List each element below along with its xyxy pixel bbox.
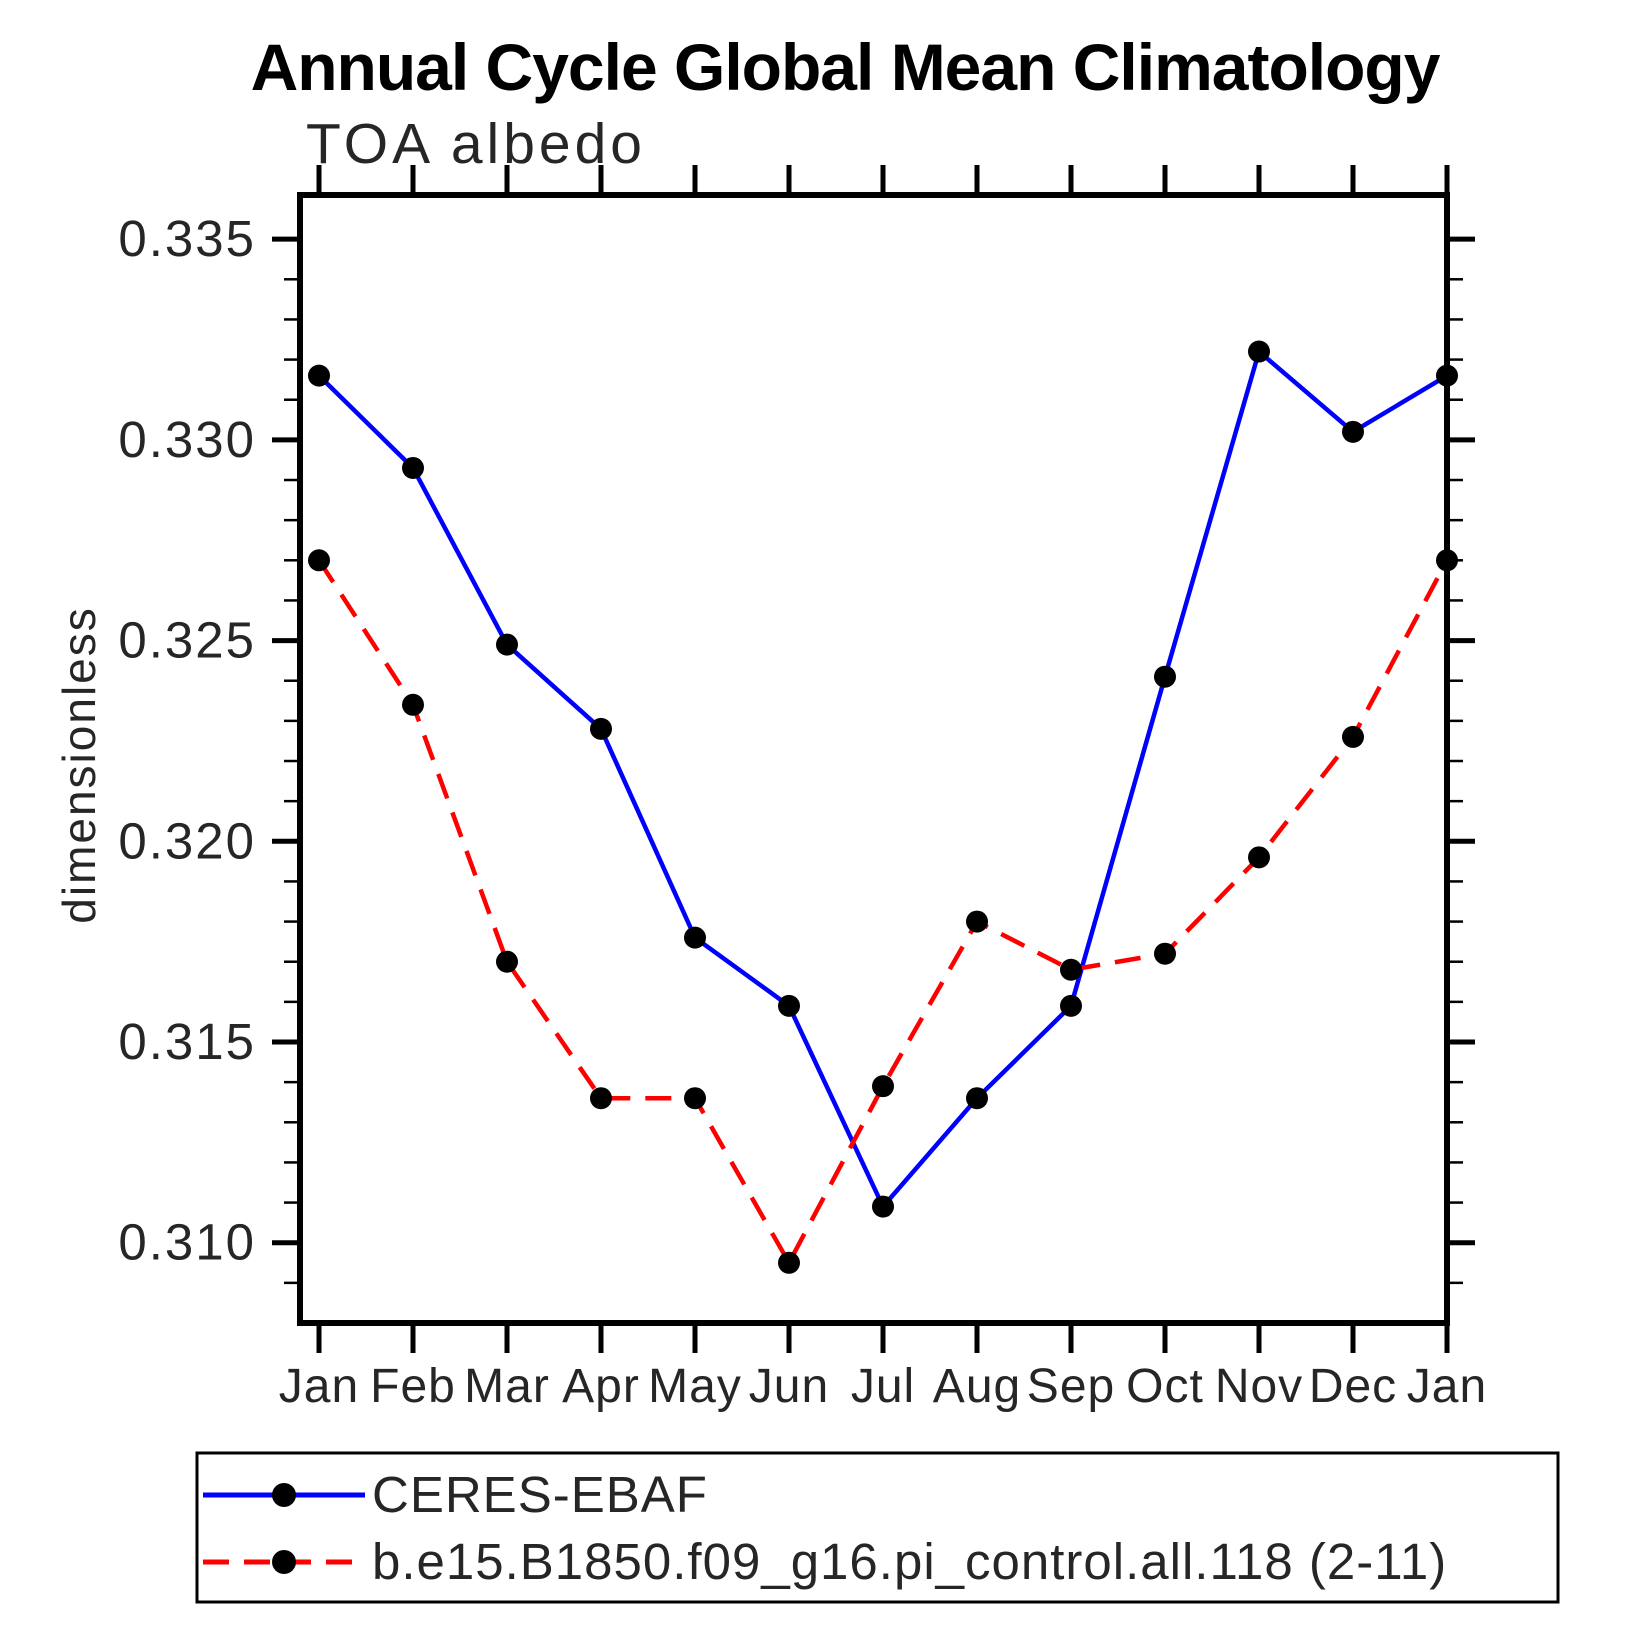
data-point-marker	[1342, 725, 1364, 748]
y-axis-tick-label: 0.330	[118, 411, 256, 468]
x-axis-tick-label: Mar	[464, 1360, 550, 1413]
axes-group	[272, 165, 1475, 1353]
data-point-marker	[496, 633, 518, 656]
plot-frame	[297, 192, 1450, 1326]
data-point-marker	[1436, 364, 1458, 387]
markers-group	[308, 340, 1458, 1274]
data-point-marker	[308, 549, 330, 572]
data-point-marker	[872, 1075, 894, 1098]
data-point-marker	[590, 1087, 612, 1110]
x-axis-tick-label: Oct	[1126, 1360, 1204, 1413]
data-point-marker	[1436, 549, 1458, 572]
data-point-marker	[496, 950, 518, 973]
x-axis-tick-label: Feb	[370, 1360, 456, 1413]
x-axis-tick-label: Jan	[279, 1360, 359, 1413]
data-point-marker	[308, 364, 330, 387]
y-axis-tick-label: 0.310	[118, 1214, 256, 1271]
data-point-marker	[778, 1251, 800, 1274]
x-axis-tick-label: May	[648, 1360, 742, 1413]
data-point-marker	[1248, 846, 1270, 869]
y-axis-tick-label: 0.315	[118, 1013, 256, 1070]
data-point-marker	[684, 1087, 706, 1110]
legend-entry: CERES-EBAF	[203, 1466, 708, 1523]
x-axis-tick-label: Jun	[749, 1360, 829, 1413]
data-point-marker	[1060, 958, 1082, 981]
data-point-marker	[966, 1087, 988, 1110]
series-line-model	[317, 559, 1449, 1266]
data-point-marker	[1154, 665, 1176, 688]
legend-group: CERES-EBAF b.e15.B1850.f09_g16.pi_control…	[195, 1451, 1560, 1604]
chart-subtitle: TOA albedo	[306, 112, 646, 176]
legend-entry: b.e15.B1850.f09_g16.pi_control.all.118 (…	[203, 1533, 1447, 1590]
data-point-marker	[966, 910, 988, 933]
data-point-marker	[1342, 420, 1364, 443]
data-point-marker	[1060, 994, 1082, 1017]
data-point-marker	[778, 994, 800, 1017]
y-axis-tick-label: 0.335	[118, 210, 256, 267]
data-point-marker	[1248, 340, 1270, 363]
data-point-marker	[872, 1195, 894, 1218]
x-axis-tick-label: Jan	[1407, 1360, 1487, 1413]
data-point-marker	[402, 693, 424, 716]
y-axis-tick-label: 0.325	[118, 612, 256, 669]
x-axis-tick-label: Sep	[1027, 1360, 1115, 1413]
data-point-marker	[402, 456, 424, 479]
series-group	[317, 349, 1449, 1266]
x-axis-tick-label: Nov	[1215, 1360, 1303, 1413]
data-point-marker	[1154, 942, 1176, 965]
data-point-marker	[590, 717, 612, 740]
legend-box	[195, 1451, 1560, 1604]
y-axis-tick-label: 0.320	[118, 812, 256, 869]
data-point-marker	[684, 926, 706, 949]
x-axis-tick-label: Aug	[933, 1360, 1021, 1413]
chart-title: Annual Cycle Global Mean Climatology	[251, 30, 1441, 104]
legend-marker	[272, 1483, 296, 1507]
x-axis-tick-label: Apr	[562, 1360, 640, 1413]
x-axis-tick-label: Dec	[1309, 1360, 1397, 1413]
x-axis-tick-label: Jul	[851, 1360, 915, 1413]
y-axis-label: dimensionless	[53, 606, 105, 923]
legend-label: CERES-EBAF	[372, 1466, 708, 1523]
legend-marker	[272, 1550, 296, 1574]
legend-label: b.e15.B1850.f09_g16.pi_control.all.118 (…	[372, 1533, 1447, 1590]
